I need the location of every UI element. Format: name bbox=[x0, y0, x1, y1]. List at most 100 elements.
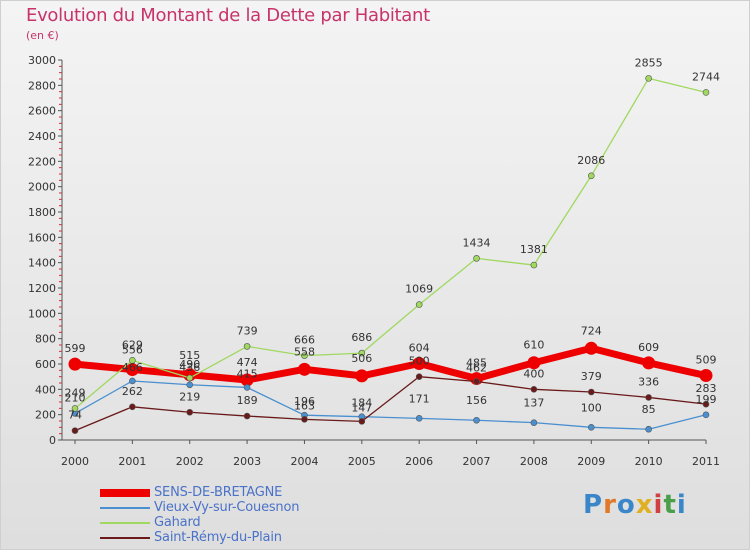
legend-swatch bbox=[100, 521, 150, 524]
data-point bbox=[355, 369, 369, 383]
data-point bbox=[473, 416, 480, 424]
logo-letter: i bbox=[676, 490, 687, 520]
data-point bbox=[702, 400, 710, 408]
data-label: 262 bbox=[122, 385, 143, 398]
y-tick-label: 2800 bbox=[28, 79, 56, 92]
data-label: 500 bbox=[409, 355, 430, 368]
data-point bbox=[587, 172, 595, 180]
data-point bbox=[301, 416, 308, 423]
y-tick-label: 600 bbox=[35, 358, 56, 371]
data-label: 506 bbox=[351, 352, 372, 365]
data-label: 509 bbox=[696, 354, 717, 367]
data-point bbox=[297, 362, 311, 376]
data-label: 379 bbox=[581, 370, 602, 383]
data-label: 610 bbox=[523, 339, 544, 352]
data-label: 100 bbox=[581, 401, 602, 414]
x-tick-label: 2000 bbox=[61, 455, 89, 468]
data-label: 609 bbox=[638, 341, 659, 354]
data-point bbox=[125, 363, 139, 377]
logo-letter: i bbox=[653, 490, 664, 520]
x-tick-label: 2006 bbox=[405, 455, 433, 468]
legend-label: SENS-DE-BRETAGNE bbox=[154, 485, 283, 500]
data-point bbox=[642, 356, 656, 370]
data-point bbox=[358, 349, 366, 357]
series-line bbox=[74, 77, 707, 409]
data-label: 156 bbox=[466, 394, 487, 407]
data-label: 249 bbox=[65, 386, 86, 399]
data-label: 739 bbox=[237, 324, 258, 337]
data-point bbox=[301, 352, 308, 359]
data-point bbox=[645, 394, 652, 401]
data-label: 2855 bbox=[635, 56, 663, 69]
data-label: 1434 bbox=[463, 236, 491, 249]
data-point bbox=[584, 341, 598, 355]
data-label: 2086 bbox=[577, 154, 605, 167]
x-tick-label: 2001 bbox=[118, 455, 146, 468]
data-label: 629 bbox=[122, 338, 143, 351]
data-label: 199 bbox=[696, 393, 717, 406]
legend-label: Gahard bbox=[154, 515, 201, 530]
y-tick-label: 1000 bbox=[28, 307, 56, 320]
x-tick-label: 2008 bbox=[520, 455, 548, 468]
logo-letter: r bbox=[603, 490, 617, 520]
data-point bbox=[702, 411, 710, 419]
data-point bbox=[473, 255, 480, 262]
data-label: 74 bbox=[68, 409, 82, 422]
data-point bbox=[699, 369, 713, 383]
x-tick-label: 2005 bbox=[348, 455, 376, 468]
data-point bbox=[186, 408, 194, 416]
logo-letter: t bbox=[663, 490, 677, 520]
data-label: 184 bbox=[351, 397, 372, 410]
x-tick-label: 2002 bbox=[176, 455, 204, 468]
data-label: 196 bbox=[294, 395, 315, 408]
data-point bbox=[358, 418, 366, 425]
legend-item: SENS-DE-BRETAGNE bbox=[100, 485, 299, 500]
data-label: 466 bbox=[122, 361, 143, 374]
data-label: 490 bbox=[179, 358, 200, 371]
data-point bbox=[530, 419, 538, 426]
data-label: 2744 bbox=[692, 70, 720, 83]
data-label: 163 bbox=[294, 399, 315, 412]
legend-label: Vieux-Vy-sur-Couesnon bbox=[154, 500, 300, 515]
y-tick-label: 0 bbox=[49, 434, 56, 447]
y-tick-label: 1600 bbox=[28, 231, 56, 244]
data-label: 85 bbox=[642, 403, 656, 416]
data-label: 724 bbox=[581, 324, 602, 337]
data-point bbox=[587, 424, 595, 431]
y-tick-label: 2000 bbox=[28, 181, 56, 194]
legend-item: Vieux-Vy-sur-Couesnon bbox=[100, 500, 299, 515]
data-label: 147 bbox=[351, 401, 372, 414]
data-label: 556 bbox=[122, 344, 143, 357]
legend-item: Saint-Rémy-du-Plain bbox=[100, 530, 299, 545]
data-point bbox=[530, 386, 538, 393]
x-tick-label: 2010 bbox=[635, 455, 663, 468]
data-point bbox=[129, 377, 136, 385]
data-point bbox=[129, 357, 136, 364]
data-point bbox=[527, 356, 541, 370]
chart-subtitle: (en €) bbox=[26, 29, 59, 42]
logo-letter: x bbox=[635, 490, 654, 520]
data-label: 1381 bbox=[520, 243, 548, 256]
data-point bbox=[415, 373, 423, 380]
data-label: 171 bbox=[409, 392, 430, 405]
legend-item: Gahard bbox=[100, 515, 299, 530]
data-point bbox=[129, 403, 136, 411]
data-point bbox=[473, 378, 480, 385]
data-point bbox=[243, 412, 251, 420]
data-label: 415 bbox=[237, 367, 258, 380]
y-tick-label: 800 bbox=[35, 333, 56, 346]
data-label: 400 bbox=[523, 367, 544, 380]
y-tick-label: 3000 bbox=[28, 54, 56, 67]
y-tick-label: 200 bbox=[35, 409, 56, 422]
data-label: 462 bbox=[466, 361, 487, 374]
data-point bbox=[240, 373, 254, 387]
x-tick-label: 2004 bbox=[290, 455, 318, 468]
data-point bbox=[412, 356, 426, 370]
data-label: 686 bbox=[351, 331, 372, 344]
data-label: 336 bbox=[638, 375, 659, 388]
data-point bbox=[530, 261, 538, 269]
data-point bbox=[186, 374, 194, 382]
series-line bbox=[74, 380, 707, 430]
data-point bbox=[587, 388, 595, 396]
